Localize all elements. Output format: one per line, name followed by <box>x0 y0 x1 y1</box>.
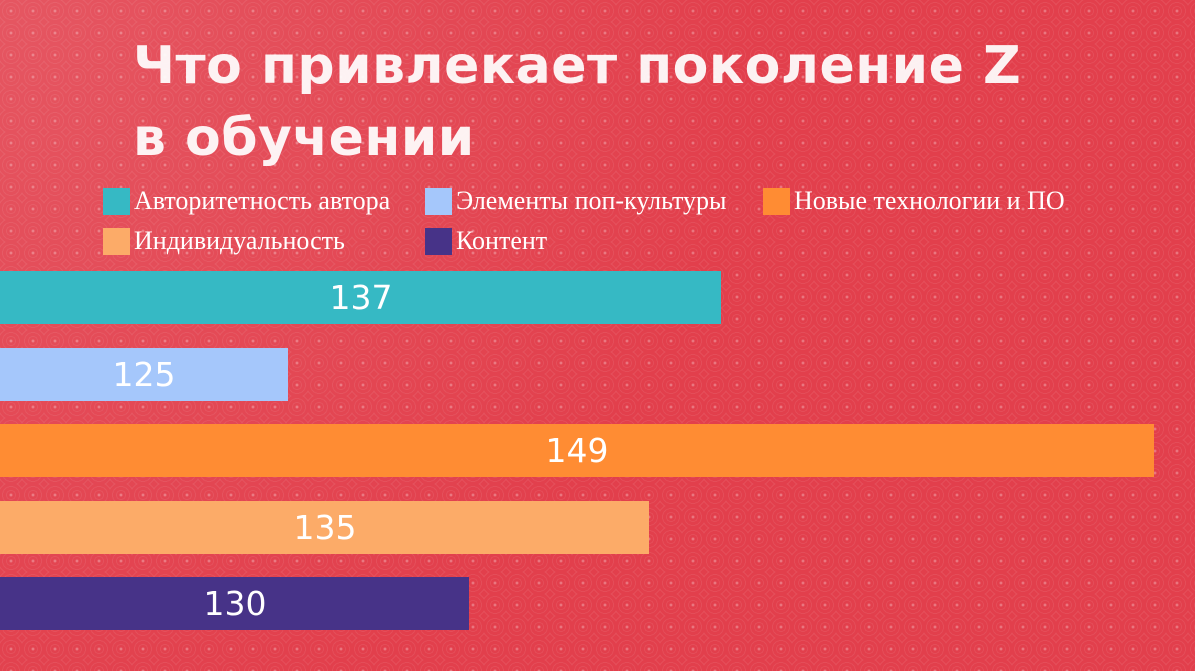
legend-label-individualnost: Индивидуальность <box>134 226 345 255</box>
legend-item-individualnost: Индивидуальность <box>103 226 345 256</box>
legend-label-tehnologii: Новые технологии и ПО <box>794 186 1065 215</box>
legend-label-pop-kultura: Элементы поп-культуры <box>456 186 727 215</box>
legend-item-pop-kultura: Элементы поп-культуры <box>425 186 727 216</box>
legend-swatch-kontent <box>425 227 452 255</box>
bar-5 <box>0 577 469 630</box>
legend-item-kontent: Контент <box>425 226 547 256</box>
chart-title: Что привлекает поколение Z в обучении <box>133 30 1133 174</box>
legend-label-avtoritetnost: Авторитетность автора <box>134 186 391 215</box>
bar-value-label-2: 125 <box>112 355 176 394</box>
bar-value-label-5: 130 <box>203 584 267 623</box>
chart-title-line-1: Что привлекает поколение Z <box>133 36 1022 96</box>
legend-label-kontent: Контент <box>456 226 548 255</box>
legend-swatch-individualnost <box>103 227 130 255</box>
legend-item-avtoritetnost: Авторитетность автора <box>103 186 390 216</box>
bar-1 <box>0 271 721 324</box>
chart-title-line-2: в обучении <box>133 108 475 168</box>
legend-item-tehnologii: Новые технологии и ПО <box>763 186 1065 216</box>
bar-value-label-3: 149 <box>545 431 609 470</box>
bar-4 <box>0 501 649 554</box>
legend-swatch-tehnologii <box>763 187 790 215</box>
bar-2 <box>0 348 288 401</box>
bar-value-label-1: 137 <box>329 278 393 317</box>
chart-legend: Авторитетность автора Элементы поп-культ… <box>103 186 1113 262</box>
legend-swatch-avtoritetnost <box>103 187 130 215</box>
legend-swatch-pop-kultura <box>425 187 452 215</box>
bar-3 <box>0 424 1154 477</box>
bar-value-label-4: 135 <box>293 508 357 547</box>
